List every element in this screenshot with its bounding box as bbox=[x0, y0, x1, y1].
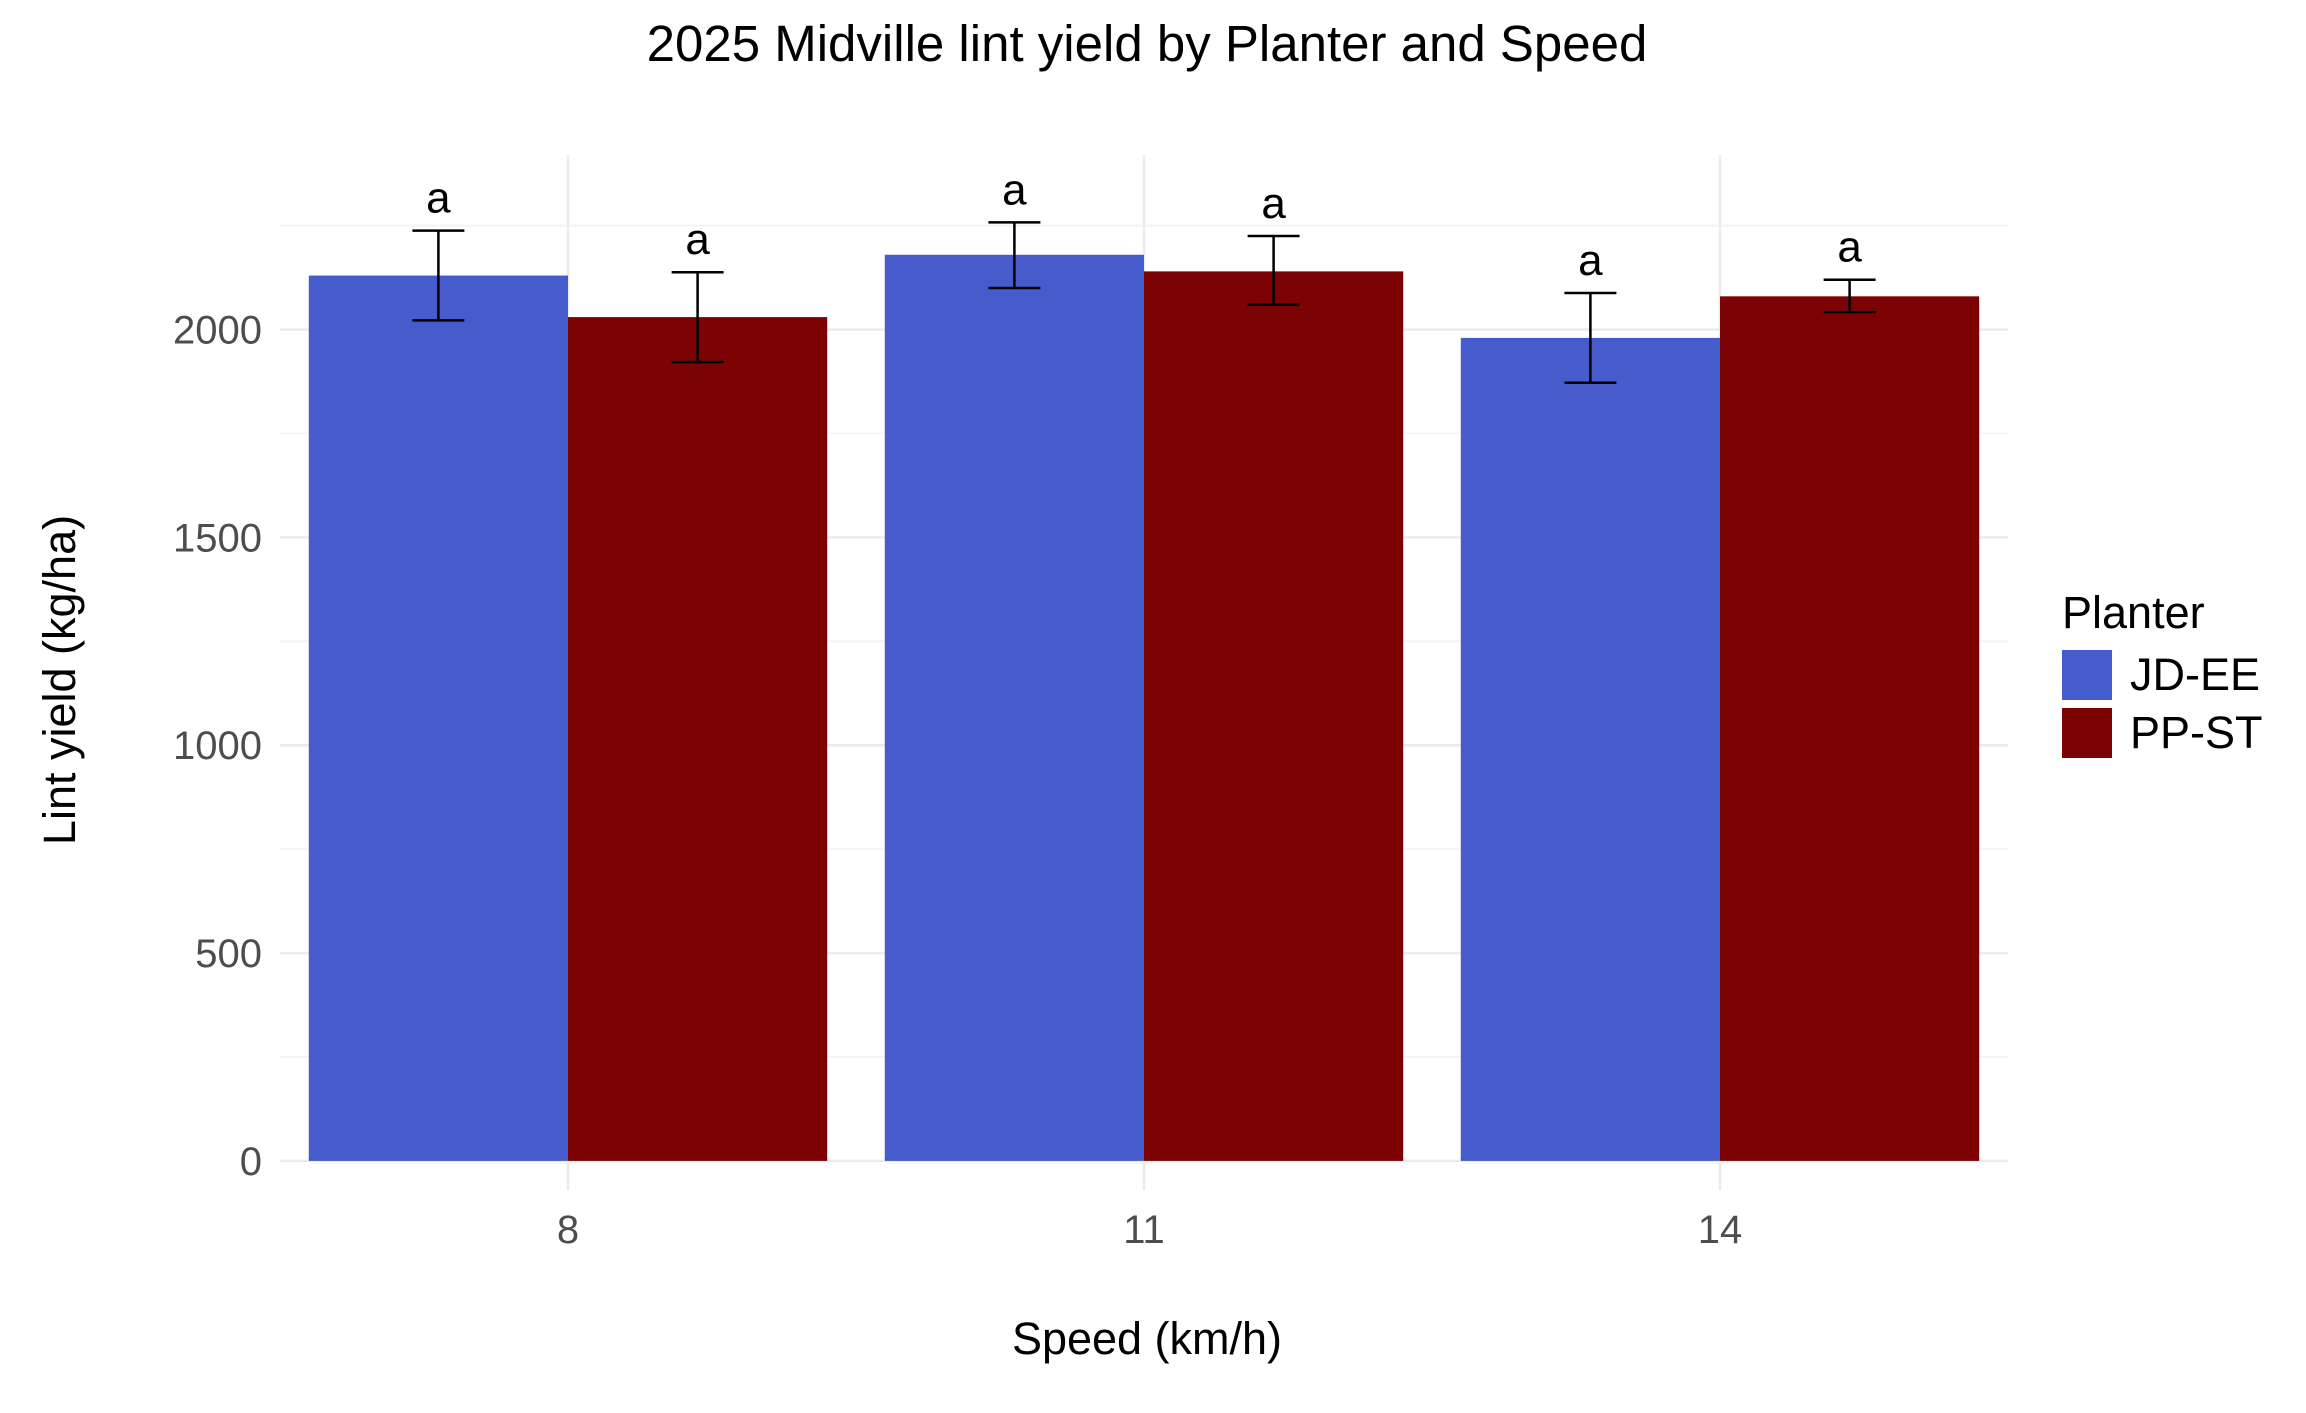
significance-letter: a bbox=[1837, 223, 1862, 272]
y-tick-label: 2000 bbox=[173, 309, 262, 353]
x-tick-label: 11 bbox=[1123, 1208, 1165, 1252]
x-axis-title: Speed (km/h) bbox=[1012, 1313, 1282, 1364]
legend-label: PP-ST bbox=[2130, 707, 2263, 758]
bar bbox=[308, 275, 568, 1161]
x-tick-label: 8 bbox=[557, 1208, 579, 1252]
y-tick-label: 1500 bbox=[173, 516, 262, 560]
legend: Planter JD-EE PP-ST bbox=[2062, 587, 2263, 758]
bar bbox=[1144, 271, 1404, 1161]
y-tick-label: 1000 bbox=[173, 724, 262, 768]
significance-letter: a bbox=[426, 174, 451, 223]
x-tick-label: 14 bbox=[1698, 1208, 1743, 1252]
bar bbox=[568, 317, 828, 1161]
legend-label: JD-EE bbox=[2130, 649, 2260, 700]
y-tick-label: 500 bbox=[195, 932, 262, 976]
axes-layer: 0 500 1000 1500 2000 8 11 14 bbox=[173, 309, 1742, 1252]
significance-letter: a bbox=[1578, 236, 1603, 285]
significance-letter: a bbox=[1261, 179, 1286, 228]
legend-swatch bbox=[2062, 708, 2112, 758]
legend-items: JD-EE PP-ST bbox=[2062, 649, 2263, 758]
bar bbox=[884, 254, 1144, 1161]
bars-layer bbox=[308, 254, 1980, 1161]
chart-title: 2025 Midville lint yield by Planter and … bbox=[647, 15, 1648, 72]
significance-letter: a bbox=[685, 215, 710, 264]
significance-letters-layer: a a a a a a bbox=[426, 165, 1862, 285]
bar bbox=[1720, 296, 1980, 1161]
legend-swatch bbox=[2062, 650, 2112, 700]
y-tick-label: 0 bbox=[240, 1140, 262, 1184]
legend-title: Planter bbox=[2062, 587, 2205, 638]
significance-letter: a bbox=[1002, 165, 1027, 214]
bar bbox=[1460, 337, 1720, 1161]
error-bars-layer bbox=[412, 221, 1876, 385]
y-axis-title: Lint yield (kg/ha) bbox=[34, 515, 85, 845]
